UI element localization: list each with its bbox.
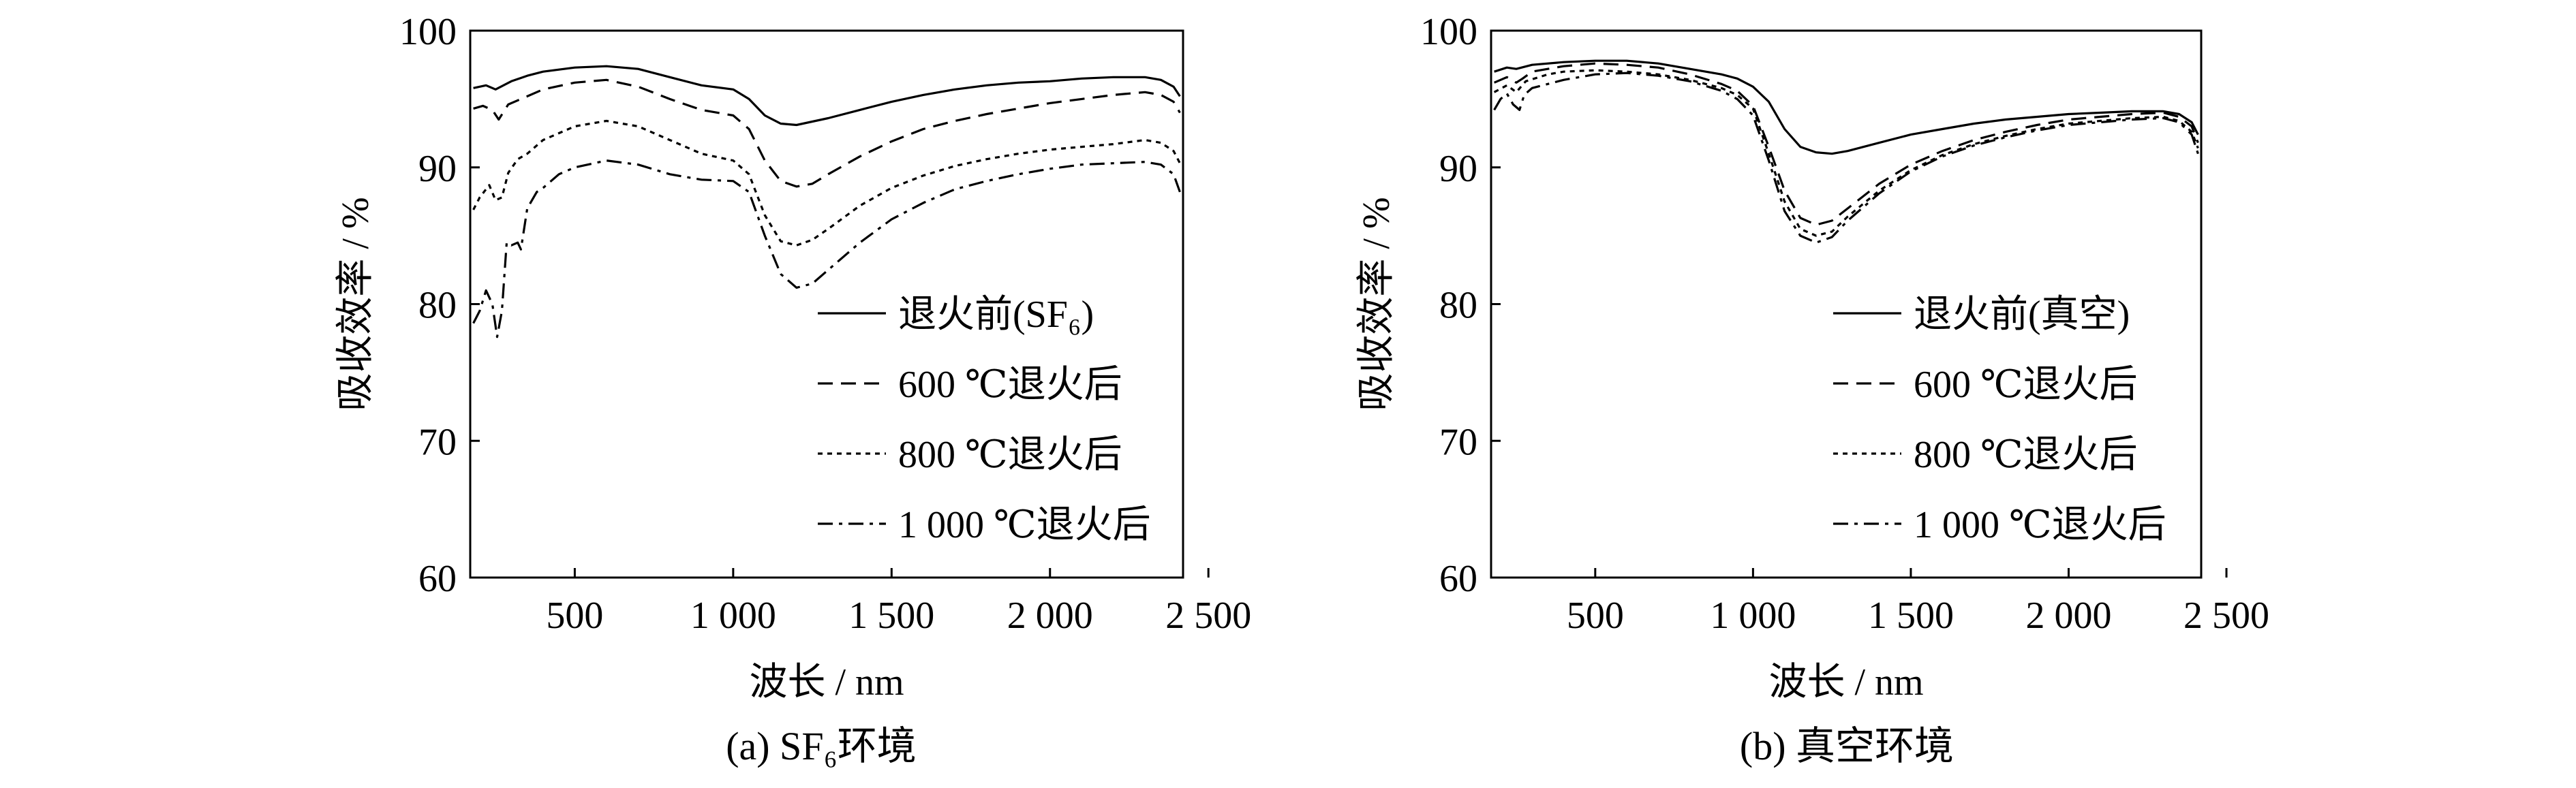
legend-label-4: 1 000 ℃退火后 xyxy=(1914,504,2166,546)
y-tick-label: 80 xyxy=(1439,285,1477,327)
series-line-2 xyxy=(1493,62,2199,226)
legend-label-3: 800 ℃退火后 xyxy=(1914,434,2138,476)
series-line-4 xyxy=(472,159,1181,338)
legend-label-2: 600 ℃退火后 xyxy=(1914,364,2138,406)
legend-label-4: 1 000 ℃退火后 xyxy=(898,504,1151,546)
x-tick-label: 1 500 xyxy=(848,595,934,637)
x-tick-label: 2 000 xyxy=(2025,595,2111,637)
y-tick-label: 60 xyxy=(418,558,457,600)
y-tick-label: 60 xyxy=(1439,558,1477,600)
x-tick-label: 1 000 xyxy=(1710,595,1796,637)
series-line-1 xyxy=(473,65,1181,127)
x-axis-title: 波长 / nm xyxy=(1768,661,1923,704)
legend-label-3: 800 ℃退火后 xyxy=(898,434,1122,476)
series-line-1 xyxy=(1494,59,2199,155)
y-axis-title: 吸收效率 / % xyxy=(1355,197,1398,411)
series-line-2 xyxy=(473,78,1181,188)
x-axis-title: 波长 / nm xyxy=(749,661,904,704)
panel-caption: (b) 真空环境 xyxy=(1740,724,1954,768)
y-tick-label: 100 xyxy=(1420,11,1477,53)
panel-caption: (a) SF₆环境 xyxy=(726,724,917,768)
y-tick-label: 90 xyxy=(418,148,457,190)
legend-label-2: 600 ℃退火后 xyxy=(898,364,1122,406)
series-line-3 xyxy=(472,119,1181,247)
x-tick-label: 500 xyxy=(1567,595,1624,637)
y-tick-label: 70 xyxy=(418,421,457,463)
panel-a: 500 1 000 1 500 2 000 2 500 60 70 80 90 100 波长 / n… xyxy=(335,11,1251,768)
y-tick-label: 100 xyxy=(399,11,457,53)
y-tick-label: 90 xyxy=(1439,148,1477,190)
legend-label-1: 退火前(SF₆) xyxy=(898,294,1094,336)
y-tick-label: 80 xyxy=(418,285,457,327)
x-tick-label: 2 000 xyxy=(1007,595,1093,637)
x-tick-label: 1 500 xyxy=(1868,595,1954,637)
x-tick-label: 1 000 xyxy=(690,595,776,637)
x-tick-label: 500 xyxy=(546,595,603,637)
y-tick-label: 70 xyxy=(1439,421,1477,463)
y-axis-title: 吸收效率 / % xyxy=(335,197,377,411)
x-tick-label: 2 500 xyxy=(1165,595,1251,637)
x-tick-label: 2 500 xyxy=(2183,595,2269,637)
panel-b: 500 1 000 1 500 2 000 2 500 60 70 80 90 100 波长 / n… xyxy=(1355,11,2269,768)
series-line-4 xyxy=(1493,72,2199,244)
legend-label-1: 退火前(真空) xyxy=(1914,294,2130,336)
